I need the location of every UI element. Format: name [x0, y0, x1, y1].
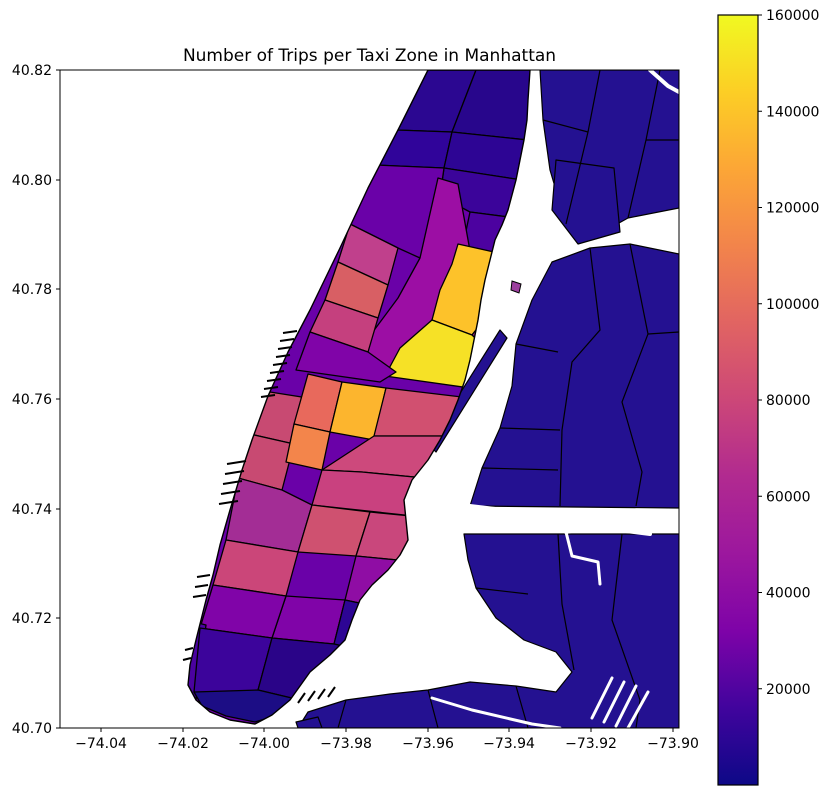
- pier: [224, 470, 245, 475]
- borough-boundary: [515, 685, 529, 728]
- x-tick-label: −73.90: [647, 736, 699, 752]
- borough-zone-governors-island: [295, 716, 323, 728]
- pier: [220, 490, 241, 495]
- waterway: [468, 504, 652, 536]
- borough-zones: [295, 70, 679, 728]
- borough-boundary: [621, 243, 649, 507]
- pier: [277, 346, 293, 350]
- pier: [194, 584, 209, 588]
- x-tick-label: −74.02: [157, 736, 209, 752]
- borough-boundary: [427, 689, 439, 728]
- pier: [282, 330, 298, 334]
- borough-boundary: [499, 427, 561, 431]
- pier: [263, 386, 279, 390]
- borough-zone-queens: [469, 243, 679, 509]
- pier: [192, 594, 207, 598]
- pier: [182, 657, 192, 661]
- borough-boundary: [559, 247, 601, 507]
- pier: [275, 354, 291, 358]
- borough-boundary: [557, 533, 575, 671]
- pier: [226, 460, 247, 465]
- x-tick-label: −74.00: [238, 736, 290, 752]
- borough-boundary: [542, 119, 589, 133]
- x-tick-label: −73.92: [565, 736, 617, 752]
- y-tick-label: 40.74: [12, 502, 52, 518]
- y-tick-label: 40.82: [12, 63, 52, 79]
- borough-boundary: [647, 331, 679, 335]
- borough-boundary: [475, 587, 529, 595]
- manhattan-outline: [187, 70, 531, 725]
- waterway: [602, 680, 626, 724]
- y-tick-label: 40.76: [12, 392, 52, 408]
- colorbar-tick-label: 60000: [766, 489, 811, 505]
- islet-zone: [510, 280, 522, 294]
- colorbar-tick-label: 40000: [766, 586, 811, 602]
- colorbar-tick-label: 80000: [766, 393, 811, 409]
- taxi-zone-z36: [257, 637, 387, 701]
- colorbar-tick-label: 120000: [766, 201, 819, 217]
- x-tick-label: −73.98: [320, 736, 372, 752]
- y-tick-label: 40.70: [12, 721, 52, 737]
- waterway: [564, 530, 602, 586]
- taxi-zone-z28: [417, 517, 461, 571]
- pier: [269, 370, 285, 374]
- taxi-zone-z40: [295, 331, 397, 383]
- borough-boundary: [481, 467, 559, 471]
- borough-zone-randalls-island: [551, 159, 621, 245]
- waterway: [430, 696, 562, 728]
- pier: [260, 394, 276, 398]
- taxi-zone-z19: [285, 423, 331, 471]
- pier: [272, 362, 288, 366]
- chart-title: Number of Trips per Taxi Zone in Manhatt…: [182, 46, 557, 66]
- piers: [182, 330, 336, 704]
- borough-zone-brooklyn: [297, 533, 679, 728]
- borough-boundary: [611, 533, 641, 728]
- waterway: [626, 690, 650, 728]
- x-tick-label: −74.04: [75, 736, 127, 752]
- pier: [327, 686, 336, 698]
- taxi-zone-z27b: [355, 511, 433, 563]
- colorbar-tick-label: 100000: [766, 297, 819, 313]
- y-tick-label: 40.78: [12, 282, 52, 298]
- colorbar-tick-label: 20000: [766, 682, 811, 698]
- colorbar: [717, 14, 759, 786]
- pier: [266, 378, 282, 382]
- x-tick-label: −73.94: [483, 736, 535, 752]
- y-tick-label: 40.72: [12, 611, 52, 627]
- pier: [222, 480, 243, 485]
- pier: [196, 574, 211, 578]
- colorbar-tick-label: 140000: [766, 104, 819, 120]
- pier: [279, 338, 295, 342]
- x-tick-label: −73.96: [402, 736, 454, 752]
- pier: [317, 688, 326, 700]
- colorbar-tick-label: 160000: [766, 8, 819, 24]
- waterway: [648, 70, 679, 94]
- y-tick-label: 40.80: [12, 173, 52, 189]
- pier: [184, 647, 194, 651]
- borough-boundary: [515, 343, 559, 353]
- pier: [218, 500, 239, 505]
- waterway: [590, 676, 614, 720]
- manhattan-zones: [188, 70, 530, 723]
- borough-boundary: [337, 699, 347, 728]
- map-content: [182, 70, 679, 728]
- pier: [297, 692, 306, 704]
- pier: [307, 690, 316, 702]
- taxi-zone-z33: [333, 599, 403, 657]
- waterway: [614, 684, 638, 728]
